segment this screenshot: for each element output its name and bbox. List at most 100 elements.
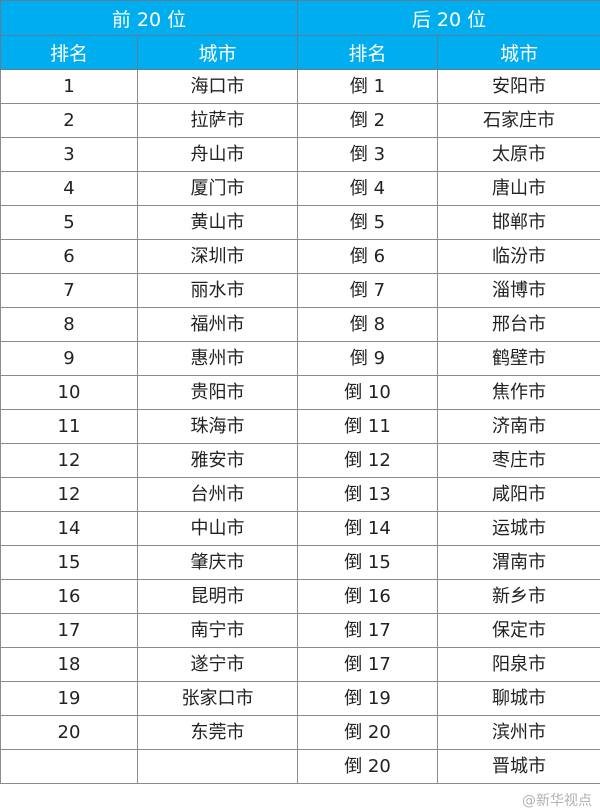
rank-header: 排名	[297, 35, 439, 70]
bottom-rank-cell: 倒 8	[297, 307, 439, 342]
bottom-city-cell: 济南市	[437, 409, 600, 444]
top-city-cell: 舟山市	[136, 137, 299, 172]
bottom-city-cell: 淄博市	[437, 273, 600, 308]
bottom-rank-cell: 倒 20	[297, 749, 439, 784]
bottom-rank-cell: 倒 6	[297, 239, 439, 274]
bottom-city-cell: 枣庄市	[437, 443, 600, 478]
bottom-city-cell: 焦作市	[437, 375, 600, 410]
top-rank-cell: 14	[0, 511, 138, 546]
table-row: 17 南宁市倒 17 保定市	[0, 613, 600, 648]
bottom-rank-cell: 倒 13	[297, 477, 439, 512]
top-city-cell: 东莞市	[136, 715, 299, 750]
top-rank-cell: 10	[0, 375, 138, 410]
bottom-city-cell: 咸阳市	[437, 477, 600, 512]
top-rank-cell: 12	[0, 443, 138, 478]
top-city-cell: 福州市	[136, 307, 299, 342]
top-rank-cell: 18	[0, 647, 138, 682]
top-rank-cell: 9	[0, 341, 138, 376]
table-row: 倒 20 晋城市	[0, 749, 600, 784]
bottom-city-cell: 聊城市	[437, 681, 600, 716]
top-city-cell: 中山市	[136, 511, 299, 546]
bottom-city-cell: 晋城市	[437, 749, 600, 784]
top-city-cell: 珠海市	[136, 409, 299, 444]
group-header-row: 前 20 位 后 20 位	[0, 0, 600, 36]
top-rank-cell: 6	[0, 239, 138, 274]
top-rank-cell: 17	[0, 613, 138, 648]
table-row: 15 肇庆市倒 15 渭南市	[0, 545, 600, 580]
top-rank-cell: 4	[0, 171, 138, 206]
table-row: 14 中山市倒 14 运城市	[0, 511, 600, 546]
top-rank-cell: 1	[0, 69, 138, 104]
ranking-table: 前 20 位 后 20 位 排名 城市 排名 城市 1 海口市倒 1 安阳市 2 拉萨市…	[0, 0, 600, 784]
bottom-city-cell: 邯郸市	[437, 205, 600, 240]
bottom-city-cell: 安阳市	[437, 69, 600, 104]
top-city-cell: 贵阳市	[136, 375, 299, 410]
top-city-cell: 拉萨市	[136, 103, 299, 138]
top-rank-cell: 7	[0, 273, 138, 308]
bottom-rank-cell: 倒 10	[297, 375, 439, 410]
bottom-city-cell: 运城市	[437, 511, 600, 546]
top-rank-cell: 5	[0, 205, 138, 240]
bottom-rank-cell: 倒 7	[297, 273, 439, 308]
top-rank-cell: 12	[0, 477, 138, 512]
table-row: 3 舟山市倒 3 太原市	[0, 137, 600, 172]
table-row: 1 海口市倒 1 安阳市	[0, 69, 600, 104]
city-header: 城市	[437, 35, 600, 70]
bottom-city-cell: 石家庄市	[437, 103, 600, 138]
top-city-cell: 海口市	[136, 69, 299, 104]
top-city-cell: 深圳市	[136, 239, 299, 274]
bottom-city-cell: 临汾市	[437, 239, 600, 274]
bottom-city-cell: 新乡市	[437, 579, 600, 614]
top-city-cell: 惠州市	[136, 341, 299, 376]
top-rank-cell: 11	[0, 409, 138, 444]
top-rank-cell	[0, 749, 138, 784]
top-city-cell: 南宁市	[136, 613, 299, 648]
bottom-rank-cell: 倒 17	[297, 647, 439, 682]
table-row: 2 拉萨市倒 2 石家庄市	[0, 103, 600, 138]
column-header-row: 排名 城市 排名 城市	[0, 35, 600, 70]
bottom-rank-cell: 倒 17	[297, 613, 439, 648]
top-rank-cell: 15	[0, 545, 138, 580]
bottom-rank-cell: 倒 20	[297, 715, 439, 750]
bottom-rank-cell: 倒 12	[297, 443, 439, 478]
bottom-rank-cell: 倒 16	[297, 579, 439, 614]
bottom-rank-cell: 倒 11	[297, 409, 439, 444]
watermark: @新华视点	[522, 793, 592, 809]
table-row: 16 昆明市倒 16 新乡市	[0, 579, 600, 614]
bottom-20-header: 后 20 位	[297, 0, 600, 36]
bottom-rank-cell: 倒 4	[297, 171, 439, 206]
bottom-city-cell: 保定市	[437, 613, 600, 648]
top-rank-cell: 2	[0, 103, 138, 138]
bottom-city-cell: 鹤壁市	[437, 341, 600, 376]
bottom-rank-cell: 倒 1	[297, 69, 439, 104]
top-city-cell: 雅安市	[136, 443, 299, 478]
bottom-rank-cell: 倒 9	[297, 341, 439, 376]
top-rank-cell: 20	[0, 715, 138, 750]
table-row: 20 东莞市倒 20 滨州市	[0, 715, 600, 750]
table-row: 12 雅安市倒 12 枣庄市	[0, 443, 600, 478]
top-city-cell: 丽水市	[136, 273, 299, 308]
table-row: 8 福州市倒 8 邢台市	[0, 307, 600, 342]
table-row: 12 台州市倒 13 咸阳市	[0, 477, 600, 512]
table-row: 19 张家口市倒 19 聊城市	[0, 681, 600, 716]
table-row: 6 深圳市倒 6 临汾市	[0, 239, 600, 274]
bottom-rank-cell: 倒 14	[297, 511, 439, 546]
bottom-city-cell: 滨州市	[437, 715, 600, 750]
bottom-rank-cell: 倒 15	[297, 545, 439, 580]
bottom-rank-cell: 倒 3	[297, 137, 439, 172]
top-rank-cell: 3	[0, 137, 138, 172]
table-row: 5 黄山市倒 5 邯郸市	[0, 205, 600, 240]
top-city-cell: 黄山市	[136, 205, 299, 240]
bottom-city-cell: 邢台市	[437, 307, 600, 342]
bottom-rank-cell: 倒 5	[297, 205, 439, 240]
top-city-cell: 遂宁市	[136, 647, 299, 682]
table-row: 7 丽水市倒 7 淄博市	[0, 273, 600, 308]
bottom-rank-cell: 倒 2	[297, 103, 439, 138]
bottom-city-cell: 阳泉市	[437, 647, 600, 682]
rank-header: 排名	[0, 35, 138, 70]
table-row: 18 遂宁市倒 17 阳泉市	[0, 647, 600, 682]
table-row: 4 厦门市倒 4 唐山市	[0, 171, 600, 206]
bottom-city-cell: 唐山市	[437, 171, 600, 206]
top-rank-cell: 8	[0, 307, 138, 342]
bottom-rank-cell: 倒 19	[297, 681, 439, 716]
